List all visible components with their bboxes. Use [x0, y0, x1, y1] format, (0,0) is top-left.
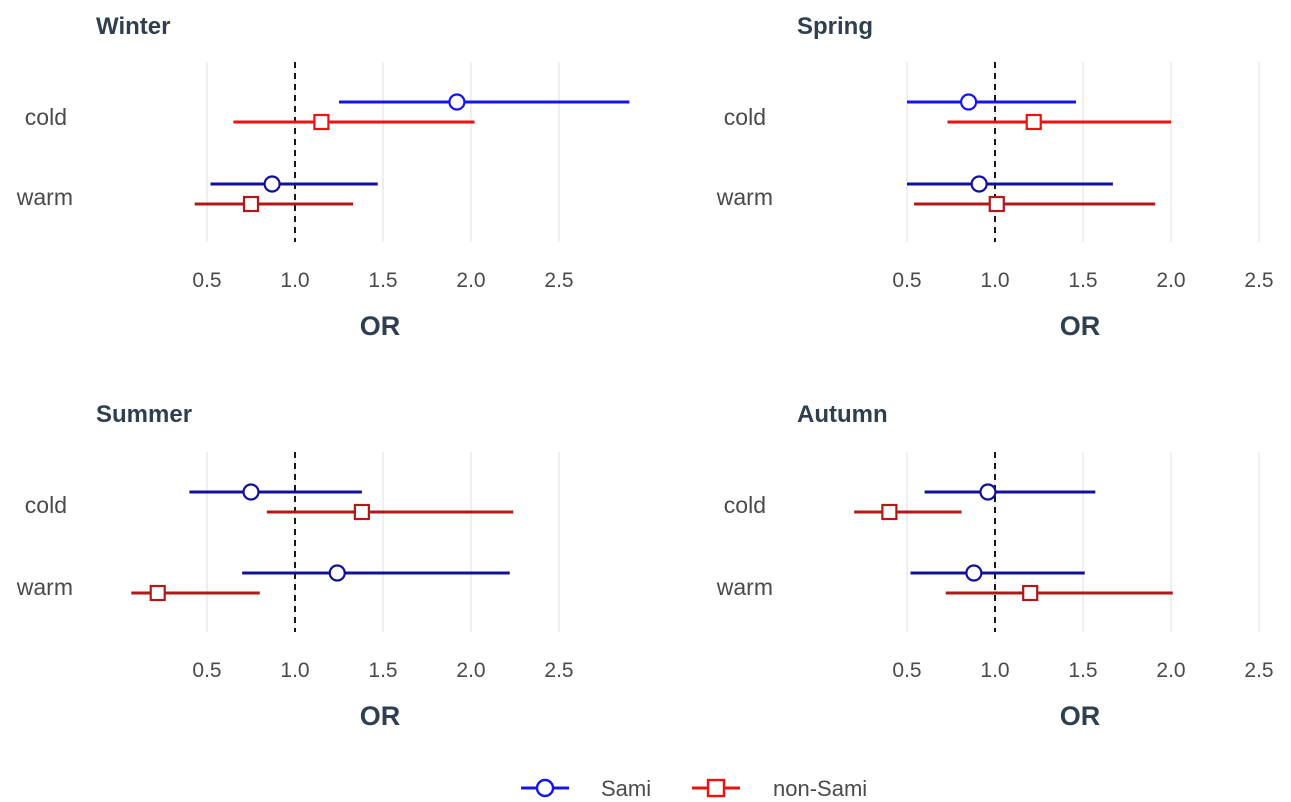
legend-item-non-sami: non-Sami	[692, 776, 867, 801]
point-estimate-sami-cold	[959, 93, 978, 111]
legend-label-non-sami: non-Sami	[773, 776, 867, 801]
point-estimate-sami-warm	[263, 175, 281, 193]
x-tick-label: 2.5	[1244, 269, 1273, 292]
circle-marker-icon	[535, 778, 555, 798]
panel-autumn: Autumn cold warm 0.5 1.0 1.5 2.0 2.5 OR	[716, 401, 1274, 731]
panel-winter: Winter cold warm 0.5 1.0 1.5 2.0 2.5 OR	[16, 13, 630, 341]
panel-summer: Summer cold warm 0.5 1.0 1.5 2.0 2.5 OR	[16, 401, 574, 731]
category-label-cold: cold	[25, 492, 67, 518]
panel-title: Autumn	[797, 401, 888, 428]
x-tick-label: 0.5	[892, 269, 921, 292]
x-tick-label: 1.0	[280, 659, 309, 682]
x-tick-label: 2.0	[1156, 659, 1185, 682]
panel-spring: Spring cold warm 0.5 1.0 1.5 2.0 2.5 OR	[716, 13, 1274, 341]
point-estimate-sami-cold	[448, 93, 466, 111]
legend-label-sami: Sami	[601, 776, 651, 801]
x-tick-label: 1.5	[368, 659, 397, 682]
x-tick-label: 1.5	[1068, 659, 1097, 682]
x-tick-label: 0.5	[192, 659, 221, 682]
data-marks	[131, 483, 514, 602]
point-estimate-non-sami-warm	[1022, 584, 1039, 602]
x-tick-label: 2.5	[544, 269, 573, 292]
category-label-cold: cold	[25, 104, 67, 130]
point-estimate-non-sami-cold	[881, 503, 898, 521]
panel-title: Winter	[96, 13, 170, 40]
point-estimate-sami-warm	[970, 175, 988, 193]
x-tick-labels: 0.5 1.0 1.5 2.0 2.5	[892, 269, 1273, 292]
x-tick-label: 0.5	[192, 269, 221, 292]
x-tick-label: 1.5	[1068, 269, 1097, 292]
point-estimate-non-sami-cold	[353, 503, 370, 521]
x-axis-title: OR	[1060, 701, 1101, 731]
x-tick-label: 2.0	[1156, 269, 1185, 292]
category-label-warm: warm	[716, 184, 773, 210]
x-tick-label: 2.0	[456, 659, 485, 682]
point-estimate-sami-warm	[328, 564, 346, 582]
point-estimate-sami-warm	[965, 564, 983, 582]
x-tick-label: 2.5	[544, 659, 573, 682]
square-marker-icon	[706, 778, 726, 798]
category-label-warm: warm	[16, 184, 73, 210]
data-marks	[854, 483, 1173, 602]
x-tick-label: 1.0	[980, 269, 1009, 292]
grid-lines	[206, 452, 560, 632]
point-estimate-non-sami-cold	[1025, 113, 1042, 131]
legend: Sami non-Sami	[521, 776, 867, 801]
data-marks	[907, 93, 1171, 213]
x-tick-labels: 0.5 1.0 1.5 2.0 2.5	[192, 269, 573, 292]
x-axis-title: OR	[360, 701, 401, 731]
category-label-warm: warm	[716, 574, 773, 600]
x-tick-labels: 0.5 1.0 1.5 2.0 2.5	[192, 659, 573, 682]
x-tick-label: 1.5	[368, 269, 397, 292]
category-label-warm: warm	[16, 574, 73, 600]
point-estimate-non-sami-warm	[242, 195, 260, 213]
x-tick-label: 1.0	[980, 659, 1009, 682]
grid-lines	[206, 62, 560, 242]
x-tick-label: 1.0	[280, 269, 309, 292]
grid-lines	[906, 62, 1260, 242]
legend-item-sami: Sami	[521, 776, 651, 801]
point-estimate-sami-cold	[242, 483, 260, 501]
panel-title: Spring	[797, 13, 873, 40]
x-tick-label: 0.5	[892, 659, 921, 682]
x-tick-label: 2.5	[1244, 659, 1273, 682]
x-axis-title: OR	[360, 311, 401, 341]
point-estimate-non-sami-cold	[313, 113, 330, 131]
data-marks	[194, 93, 630, 213]
grid-lines	[906, 452, 1260, 632]
category-label-cold: cold	[724, 104, 766, 130]
point-estimate-non-sami-warm	[988, 195, 1005, 213]
point-estimate-non-sami-warm	[149, 584, 166, 602]
panel-title: Summer	[96, 401, 192, 428]
x-axis-title: OR	[1060, 311, 1101, 341]
x-tick-labels: 0.5 1.0 1.5 2.0 2.5	[892, 659, 1273, 682]
category-label-cold: cold	[724, 492, 766, 518]
x-tick-label: 2.0	[456, 269, 485, 292]
point-estimate-sami-cold	[979, 483, 997, 501]
